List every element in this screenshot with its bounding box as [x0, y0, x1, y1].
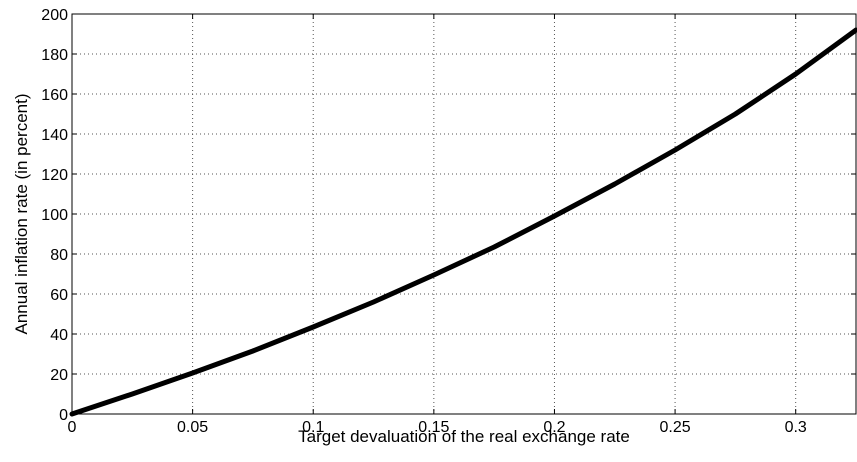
axis-ticks: 0 0.05 0.1 0.15 0.2 0.25 0.3 0 20 40 60 80 100 120 140…: [41, 7, 856, 436]
y-tick-label: 60: [50, 287, 68, 304]
y-tick-label: 0: [59, 407, 68, 424]
y-tick-label: 20: [50, 367, 68, 384]
inflation-curve: [69, 27, 857, 417]
series-layer: [69, 27, 857, 417]
y-tick-label: 160: [41, 87, 68, 104]
y-tick-label: 140: [41, 127, 68, 144]
y-tick-label: 80: [50, 247, 68, 264]
x-tick-label: 0.2: [543, 419, 565, 436]
y-tick-label: 180: [41, 47, 68, 64]
y-axis-label: Annual inflation rate (in percent): [12, 94, 31, 335]
y-tick-label: 100: [41, 207, 68, 224]
x-tick-label: 0.3: [785, 419, 807, 436]
x-tick-label: 0.05: [177, 419, 208, 436]
x-tick-label: 0.1: [302, 419, 324, 436]
y-tick-label: 40: [50, 327, 68, 344]
x-axis-label: Target devaluation of the real exchange …: [298, 427, 630, 446]
x-tick-label: 0.15: [418, 419, 449, 436]
y-tick-label: 200: [41, 7, 68, 24]
x-tick-label: 0: [68, 419, 77, 436]
grid: [72, 14, 856, 414]
x-tick-label: 0.25: [660, 419, 691, 436]
y-tick-label: 120: [41, 167, 68, 184]
